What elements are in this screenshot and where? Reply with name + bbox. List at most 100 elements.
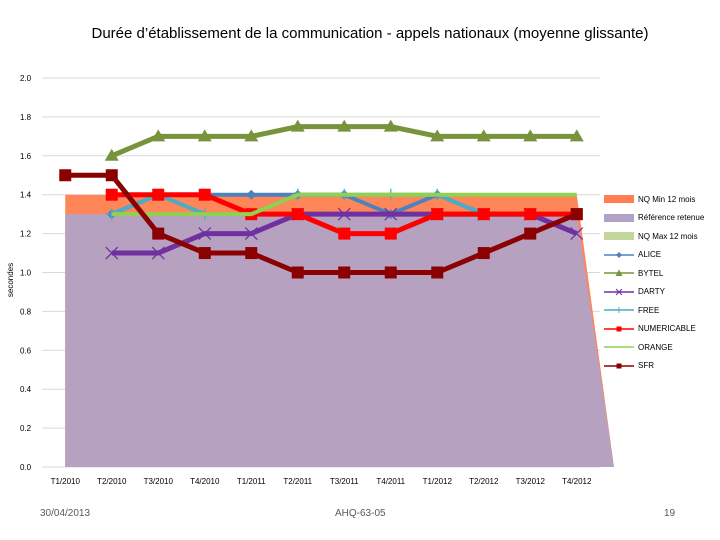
footer-date: 30/04/2013 xyxy=(40,508,91,519)
footer-page-number: 19 xyxy=(664,508,676,519)
legend-swatch xyxy=(604,269,634,277)
legend-swatch xyxy=(604,251,634,258)
data-point-sfr xyxy=(570,208,583,221)
data-point-sfr xyxy=(477,247,490,260)
legend-item-nq-max-12-mois: NQ Max 12 mois xyxy=(604,227,720,246)
data-point-sfr xyxy=(152,227,165,240)
x-tick-label: T4/2011 xyxy=(376,477,405,486)
area-r-f-rence-retenue xyxy=(65,214,614,467)
data-point-darty xyxy=(384,207,398,221)
x-tick-label: T4/2012 xyxy=(562,477,592,486)
series-line-orange xyxy=(111,192,577,217)
data-point-numericable xyxy=(198,188,211,201)
legend-item-alice: ALICE xyxy=(604,246,720,265)
data-point-sfr xyxy=(524,227,537,240)
data-point-numericable xyxy=(152,188,165,201)
legend-swatch xyxy=(604,195,634,204)
legend-item-orange: ORANGE xyxy=(604,338,720,357)
data-point-alice xyxy=(246,189,257,200)
data-point-sfr xyxy=(198,247,211,260)
data-point-bytel xyxy=(476,129,491,142)
data-point-darty xyxy=(198,227,212,241)
x-tick-label: T2/2010 xyxy=(97,477,127,486)
data-point-sfr xyxy=(245,247,258,260)
data-point-numericable xyxy=(524,208,537,221)
legend-swatch xyxy=(604,326,634,332)
y-tick-label: 0.0 xyxy=(20,463,32,472)
chart-title: Durée d’établissement de la communicatio… xyxy=(91,25,649,42)
legend-label: ORANGE xyxy=(638,342,673,352)
x-tick-label: T2/2011 xyxy=(283,477,312,486)
legend-swatch xyxy=(604,213,634,222)
x-tick-label: T2/2012 xyxy=(469,477,499,486)
data-point-bytel xyxy=(569,129,584,142)
x-tick-label: T1/2012 xyxy=(423,477,453,486)
x-tick-label: T3/2010 xyxy=(144,477,174,486)
legend-label: DARTY xyxy=(638,287,665,297)
legend-label: SFR xyxy=(638,361,654,371)
legend-swatch xyxy=(604,288,634,296)
footer-reference: AHQ-63-05 xyxy=(335,508,386,519)
legend-label: BYTEL xyxy=(638,268,664,278)
data-point-bytel xyxy=(337,119,352,132)
y-tick-label: 0.2 xyxy=(20,424,32,433)
legend-label: ALICE xyxy=(638,250,662,260)
data-point-sfr xyxy=(291,266,304,279)
data-point-bytel xyxy=(430,129,445,142)
x-tick-label: T1/2010 xyxy=(51,477,81,486)
legend-swatch xyxy=(604,363,634,369)
legend-item-sfr: SFR xyxy=(604,357,720,376)
y-tick-label: 0.8 xyxy=(20,307,32,316)
data-point-darty xyxy=(244,227,258,241)
legend-label: NUMERICABLE xyxy=(638,324,696,334)
y-tick-label: 0.6 xyxy=(20,346,32,355)
data-point-numericable xyxy=(431,208,444,221)
legend-label: NQ Max 12 mois xyxy=(638,231,698,241)
legend-item-free: FREE xyxy=(604,301,720,320)
data-point-sfr xyxy=(431,266,444,279)
legend-item-bytel: BYTEL xyxy=(604,264,720,283)
y-tick-label: 2.0 xyxy=(20,74,32,83)
y-tick-label: 0.4 xyxy=(20,385,32,394)
data-point-sfr xyxy=(338,266,351,279)
data-point-sfr xyxy=(105,169,118,182)
legend-item-darty: DARTY xyxy=(604,283,720,302)
x-tick-label: T3/2011 xyxy=(330,477,359,486)
y-tick-label: 1.4 xyxy=(20,191,32,200)
legend-label: FREE xyxy=(638,305,660,315)
legend-item-r-f-rence-retenue: Référence retenue xyxy=(604,209,720,228)
y-tick-label: 1.8 xyxy=(20,113,32,122)
data-point-bytel xyxy=(523,129,538,142)
legend-label: Référence retenue xyxy=(638,213,705,223)
data-point-numericable xyxy=(291,208,304,221)
y-tick-label: 1.0 xyxy=(20,269,32,278)
legend-swatch xyxy=(604,232,634,241)
legend-item-numericable: NUMERICABLE xyxy=(604,320,720,339)
y-tick-label: 1.6 xyxy=(20,152,32,161)
x-tick-label: T4/2010 xyxy=(190,477,220,486)
data-point-numericable xyxy=(477,208,490,221)
legend-item-nq-min-12-mois: NQ Min 12 mois xyxy=(604,190,720,209)
data-point-bytel xyxy=(151,129,166,142)
data-point-bytel xyxy=(104,148,119,161)
data-point-darty xyxy=(105,246,119,260)
data-point-sfr xyxy=(59,169,72,182)
data-point-numericable xyxy=(105,188,118,201)
legend-swatch xyxy=(604,307,634,314)
data-point-bytel xyxy=(197,129,212,142)
data-point-darty xyxy=(570,227,584,241)
y-tick-label: 1.2 xyxy=(20,230,32,239)
legend-swatch xyxy=(604,346,634,348)
x-tick-label: T3/2012 xyxy=(516,477,546,486)
data-point-darty xyxy=(337,207,351,221)
x-tick-label: T1/2011 xyxy=(237,477,266,486)
series-line-sfr xyxy=(65,172,578,275)
data-point-bytel xyxy=(244,129,259,142)
data-point-numericable xyxy=(338,227,351,240)
data-point-bytel xyxy=(383,119,398,132)
data-point-numericable xyxy=(384,227,397,240)
chart-legend: NQ Min 12 mois Référence retenue NQ Max 12… xyxy=(604,190,720,375)
data-point-bytel xyxy=(290,119,305,132)
data-point-sfr xyxy=(384,266,397,279)
